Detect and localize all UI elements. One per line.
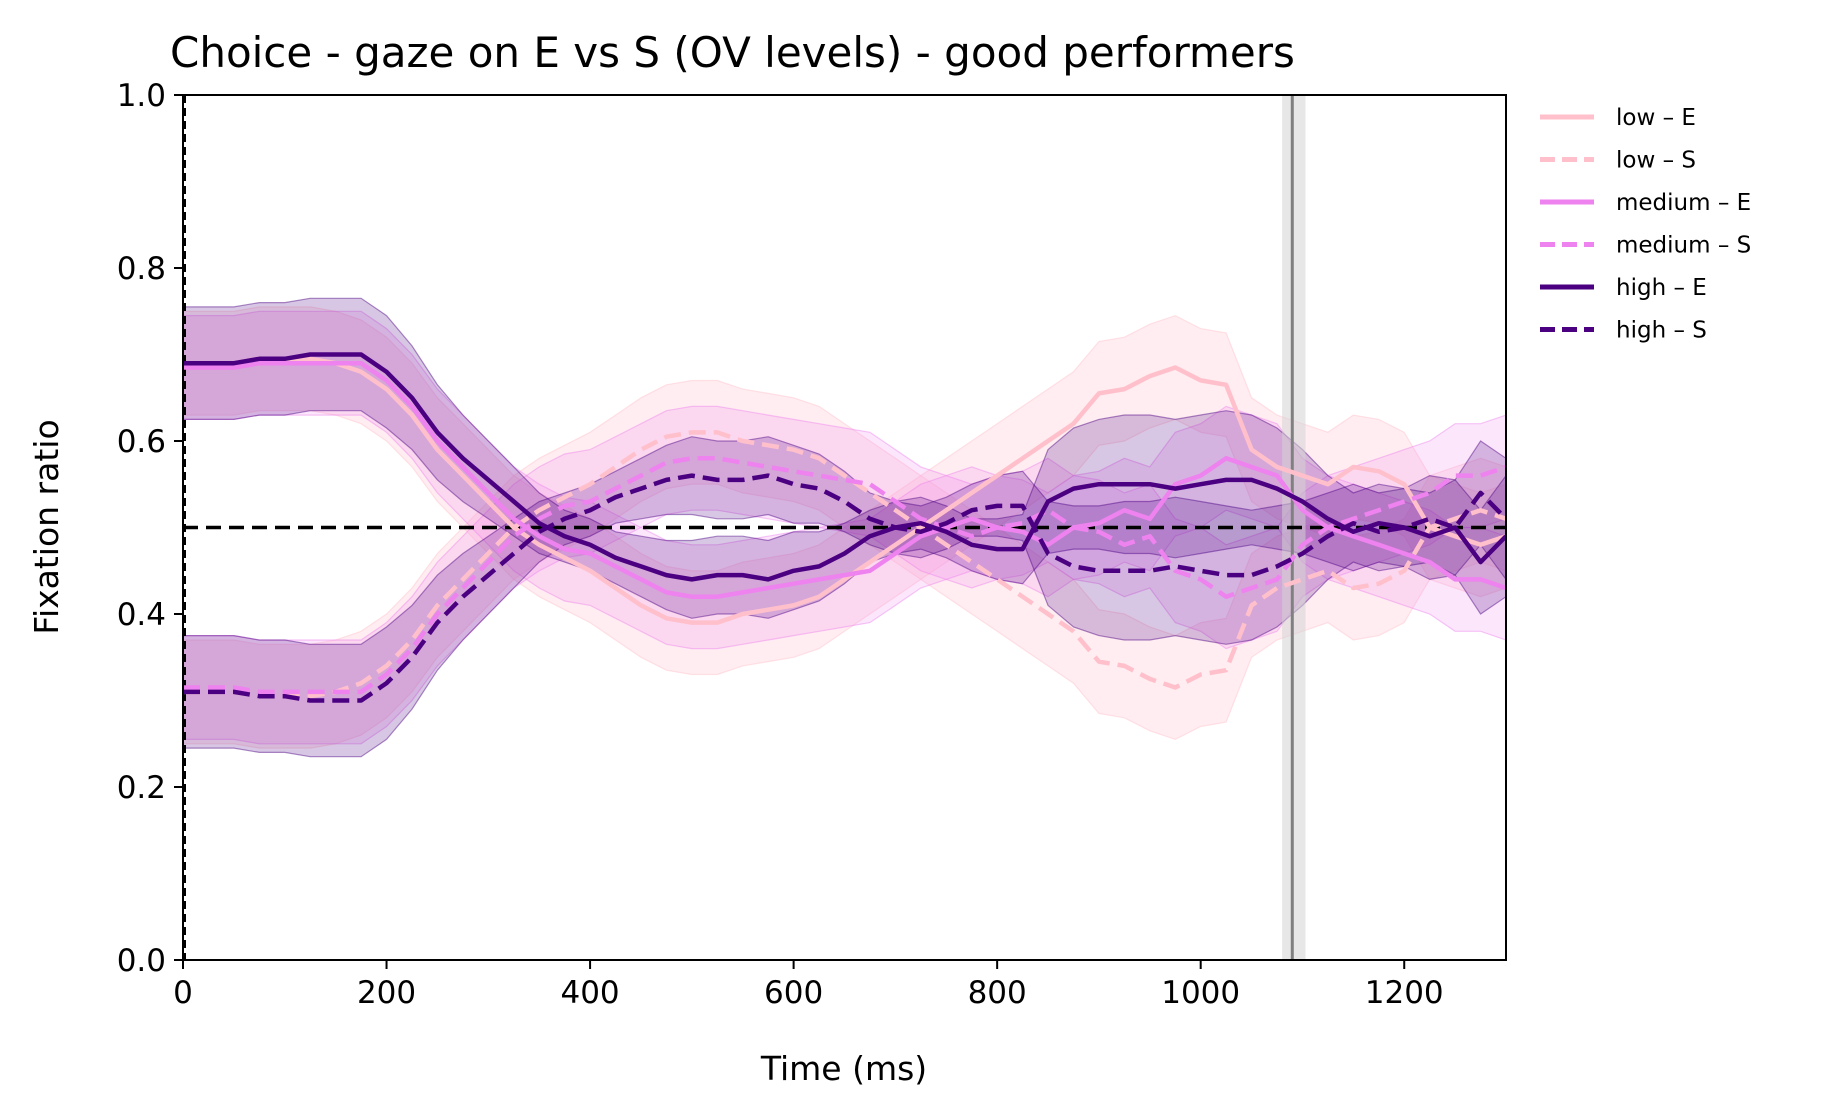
chart-title: Choice - gaze on E vs S (OV levels) - go… <box>170 28 1295 77</box>
x-axis-label: Time (ms) <box>760 1049 927 1088</box>
series-line-high-s <box>183 473 1506 703</box>
y-tick-label: 0.2 <box>117 770 166 806</box>
x-axis: 0 200 400 600 800 1000 1200 <box>173 960 1444 1011</box>
x-tick-label: 1200 <box>1365 975 1444 1011</box>
series-line-medium-e <box>183 360 1506 599</box>
series-line-low-s <box>183 430 1506 699</box>
x-tick-label: 1000 <box>1161 975 1240 1011</box>
y-tick-label: 0.4 <box>117 597 166 633</box>
legend-label: low – S <box>1616 148 1696 174</box>
x-tick-label: 600 <box>764 975 823 1011</box>
legend: low – E low – S medium – E medium – S high –… <box>1540 105 1751 344</box>
band-high-e <box>183 297 1506 619</box>
x-tick-label: 0 <box>173 975 193 1011</box>
y-tick-label: 0.0 <box>117 943 166 979</box>
series-line-high-e <box>183 352 1506 582</box>
band-low-s <box>183 379 1506 749</box>
band-medium-s <box>183 405 1506 745</box>
band-low-e <box>183 306 1506 676</box>
y-tick-label: 0.8 <box>117 251 166 287</box>
y-axis: 0.0 0.2 0.4 0.6 0.8 1.0 <box>117 78 183 979</box>
y-axis-label: Fixation ratio <box>27 419 66 634</box>
series-lines <box>183 352 1506 703</box>
reference-lines <box>183 95 1506 960</box>
y-tick-label: 0.6 <box>117 424 166 460</box>
legend-label: high – S <box>1616 318 1707 344</box>
confidence-bands <box>183 297 1506 758</box>
series-line-medium-s <box>183 456 1506 695</box>
legend-label: high – E <box>1616 275 1707 301</box>
series-line-low-e <box>183 356 1506 625</box>
legend-label: medium – S <box>1616 233 1751 259</box>
x-tick-label: 800 <box>968 975 1027 1011</box>
band-medium-e <box>183 310 1506 650</box>
legend-label: low – E <box>1616 105 1696 131</box>
legend-label: medium – E <box>1616 190 1751 216</box>
x-tick-label: 400 <box>560 975 619 1011</box>
x-tick-label: 200 <box>357 975 416 1011</box>
plot-frame <box>182 94 1507 961</box>
y-tick-label: 1.0 <box>117 78 166 114</box>
